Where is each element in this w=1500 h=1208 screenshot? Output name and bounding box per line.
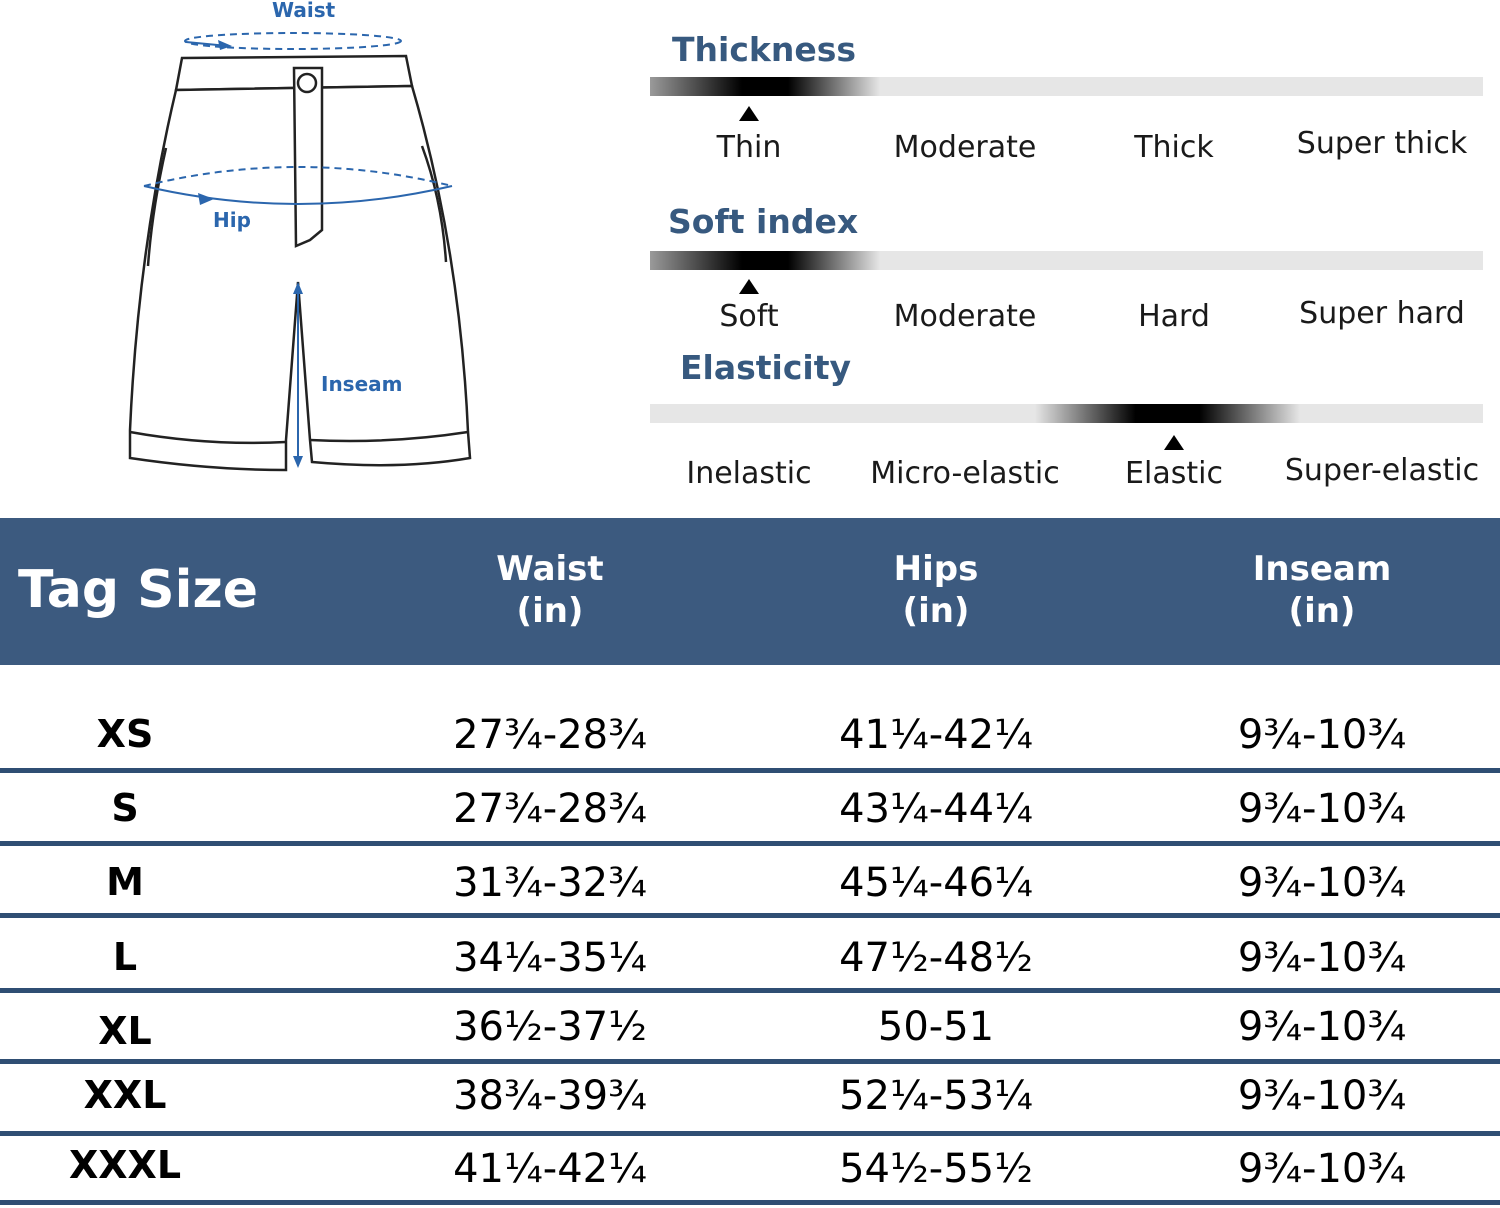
elasticity-bar [650, 404, 1483, 423]
soft-index-title: Soft index [668, 202, 859, 241]
thickness-marker-icon [739, 106, 759, 121]
size-cell: S [111, 786, 139, 830]
inseam-cell: 9¾-10¾ [1237, 786, 1407, 832]
inseam-cell: 9¾-10¾ [1237, 1073, 1407, 1119]
hips-cell: 47½-48½ [839, 935, 1033, 981]
hips-cell: 45¼-46¼ [839, 860, 1033, 906]
waist-cell: 36½-37½ [453, 1004, 647, 1050]
inseam-header-unit: (in) [1288, 591, 1356, 631]
waist-label: Waist [272, 0, 336, 22]
thickness-option: Thick [1134, 130, 1214, 165]
soft-index-marker-icon [739, 279, 759, 294]
hips-cell: 43¼-44¼ [839, 786, 1033, 832]
waist-cell: 27¾-28¾ [453, 712, 647, 758]
thickness-title: Thickness [672, 30, 856, 69]
inseam-cell: 9¾-10¾ [1237, 935, 1407, 981]
elasticity-title: Elasticity [680, 348, 852, 387]
waist-cell: 34¼-35¼ [453, 935, 647, 981]
hips-header-name: Hips [893, 549, 979, 589]
shorts-outline-icon [128, 32, 472, 472]
soft-index-bar [650, 251, 1483, 270]
inseam-cell: 9¾-10¾ [1237, 712, 1407, 758]
inseam-header: Inseam (in) [1172, 548, 1472, 632]
elasticity-option: Super-elastic [1284, 453, 1480, 488]
hips-cell: 54½-55½ [839, 1146, 1033, 1192]
inseam-header-name: Inseam [1252, 549, 1392, 589]
hips-cell: 52¼-53¼ [839, 1073, 1033, 1119]
size-table-header: Tag Size Waist (in) Hips (in) Inseam (in… [0, 518, 1500, 665]
thickness-option: Thin [716, 130, 782, 165]
waist-cell: 27¾-28¾ [453, 786, 647, 832]
waist-cell: 41¼-42¼ [453, 1146, 647, 1192]
thickness-option: Moderate [893, 130, 1037, 165]
waist-header-name: Waist [496, 549, 604, 589]
waist-cell: 38¾-39¾ [453, 1073, 647, 1119]
inseam-cell: 9¾-10¾ [1237, 1004, 1407, 1050]
size-cell: XXL [83, 1073, 167, 1117]
row-separator [0, 913, 1500, 918]
size-cell: XS [96, 712, 154, 756]
inseam-cell: 9¾-10¾ [1237, 860, 1407, 906]
shorts-diagram: Waist Hip Inseam [100, 0, 500, 500]
row-separator [0, 1200, 1500, 1205]
row-separator [0, 988, 1500, 993]
waist-header-unit: (in) [516, 591, 584, 631]
hips-header: Hips (in) [786, 548, 1086, 632]
thickness-option: Super thick [1296, 126, 1468, 161]
waist-cell: 31¾-32¾ [453, 860, 647, 906]
hip-label: Hip [213, 208, 251, 232]
size-cell: XXXL [68, 1143, 182, 1187]
elasticity-option: Micro-elastic [870, 456, 1060, 491]
size-cell: M [106, 860, 144, 904]
waist-header: Waist (in) [400, 548, 700, 632]
elasticity-indicator [1035, 404, 1300, 423]
elasticity-option: Inelastic [686, 456, 812, 491]
inseam-label: Inseam [321, 372, 403, 396]
soft-index-option: Super hard [1299, 296, 1465, 331]
row-separator [0, 768, 1500, 773]
thickness-bar [650, 77, 1483, 96]
hips-cell: 41¼-42¼ [839, 712, 1033, 758]
elasticity-marker-icon [1164, 435, 1184, 450]
soft-index-indicator [650, 251, 880, 270]
row-separator [0, 841, 1500, 846]
thickness-indicator [650, 77, 880, 96]
hips-header-unit: (in) [902, 591, 970, 631]
hips-cell: 50-51 [877, 1004, 995, 1050]
soft-index-option: Soft [719, 299, 779, 334]
inseam-cell: 9¾-10¾ [1237, 1146, 1407, 1192]
soft-index-option: Hard [1138, 299, 1210, 334]
size-cell: XL [98, 1009, 152, 1053]
row-separator [0, 1059, 1500, 1064]
size-cell: L [112, 935, 138, 979]
soft-index-option: Moderate [893, 299, 1037, 334]
row-separator [0, 1131, 1500, 1136]
elasticity-option: Elastic [1125, 456, 1223, 491]
tag-size-header: Tag Size [18, 560, 258, 620]
